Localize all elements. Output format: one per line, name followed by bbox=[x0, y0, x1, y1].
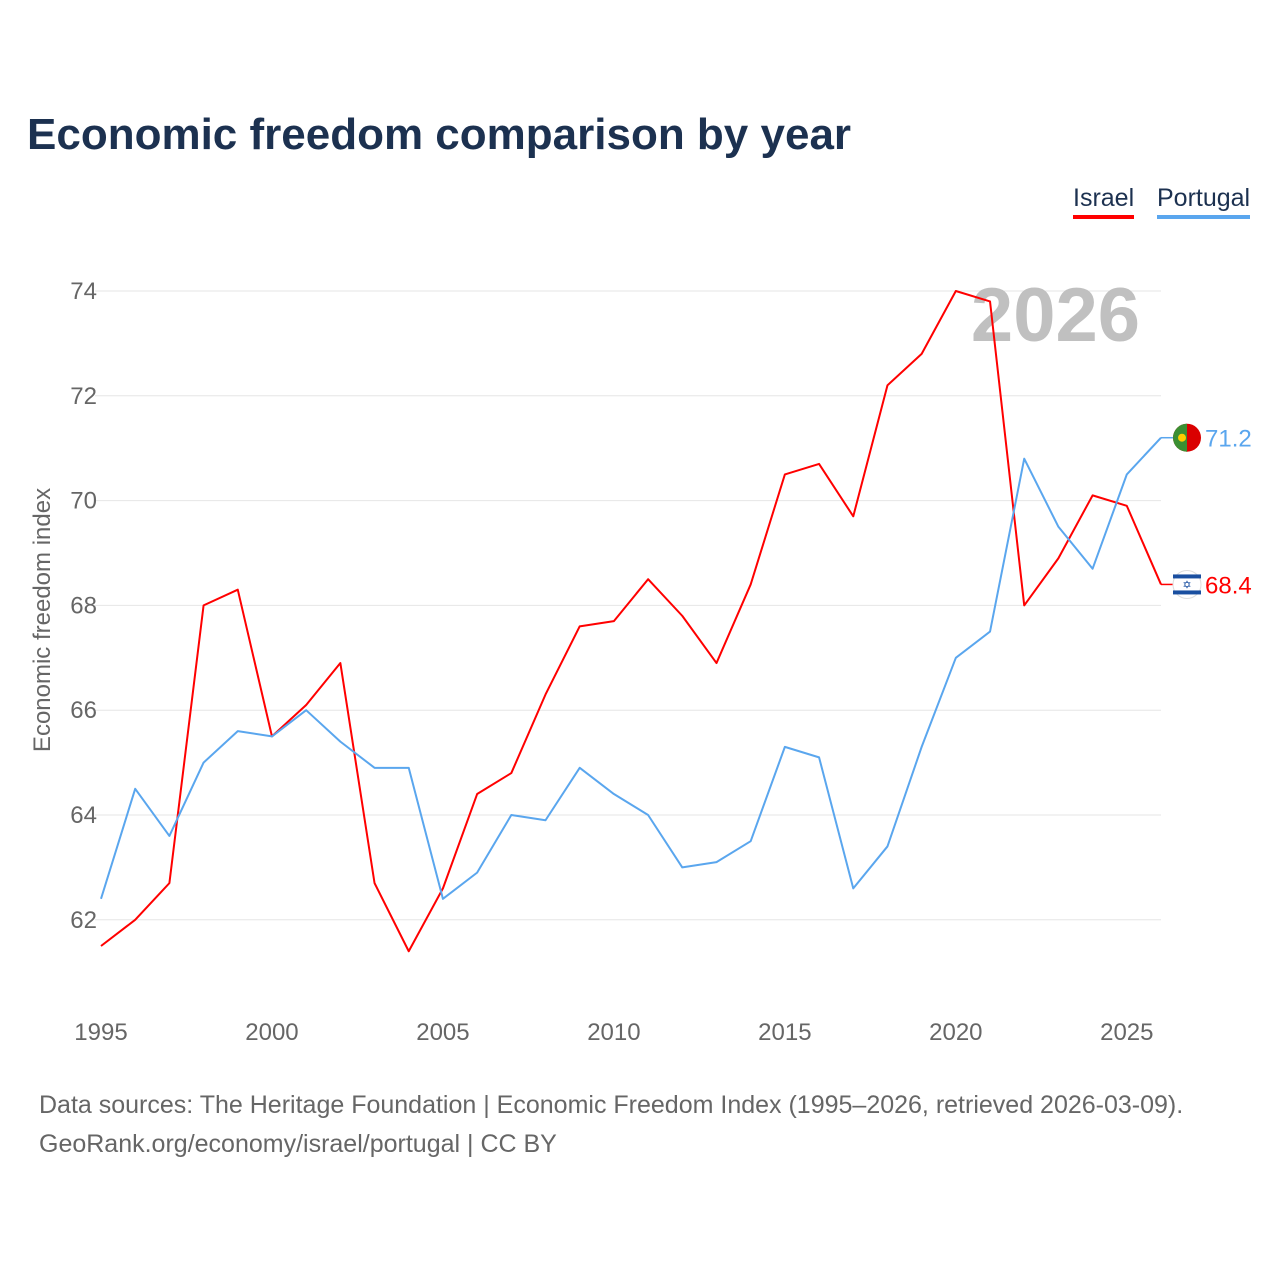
footer: Data sources: The Heritage Foundation | … bbox=[39, 1086, 1183, 1164]
chart-title: Economic freedom comparison by year bbox=[27, 110, 852, 159]
year-watermark: 2026 bbox=[971, 273, 1140, 358]
y-tick-label: 74 bbox=[70, 278, 97, 305]
source-text: Data sources: The Heritage Foundation | … bbox=[39, 1091, 1184, 1119]
x-tick-label: 2015 bbox=[758, 1019, 811, 1046]
end-value-label: 68.4 bbox=[1205, 572, 1252, 599]
source-link[interactable]: GeoRank.org/economy/israel/portugal | CC… bbox=[39, 1130, 557, 1158]
x-tick-label: 2005 bbox=[416, 1019, 469, 1046]
x-tick-label: 1995 bbox=[74, 1019, 127, 1046]
series-line-israel bbox=[100, 290, 1162, 953]
legend-israel[interactable]: Israel bbox=[1073, 184, 1135, 219]
israel-flag-icon: ✡ bbox=[1172, 569, 1202, 599]
legend-portugal[interactable]: Portugal bbox=[1157, 184, 1251, 219]
y-tick-label: 70 bbox=[70, 488, 97, 515]
y-tick-label: 68 bbox=[70, 592, 97, 619]
x-tick-label: 2000 bbox=[245, 1019, 298, 1046]
series-line-portugal bbox=[100, 437, 1162, 900]
y-tick-label: 64 bbox=[70, 802, 97, 829]
svg-text:✡: ✡ bbox=[1182, 579, 1191, 591]
y-tick-label: 66 bbox=[70, 697, 97, 724]
x-tick-label: 2025 bbox=[1100, 1019, 1153, 1046]
portugal-flag-icon bbox=[1173, 423, 1201, 452]
end-value-label: 71.2 bbox=[1205, 426, 1252, 453]
y-tick-label: 62 bbox=[70, 907, 97, 934]
y-axis-label: Economic freedom index bbox=[29, 488, 56, 752]
x-tick-label: 2010 bbox=[587, 1019, 640, 1046]
x-tick-label: 2020 bbox=[929, 1019, 982, 1046]
y-tick-label: 72 bbox=[70, 383, 97, 410]
